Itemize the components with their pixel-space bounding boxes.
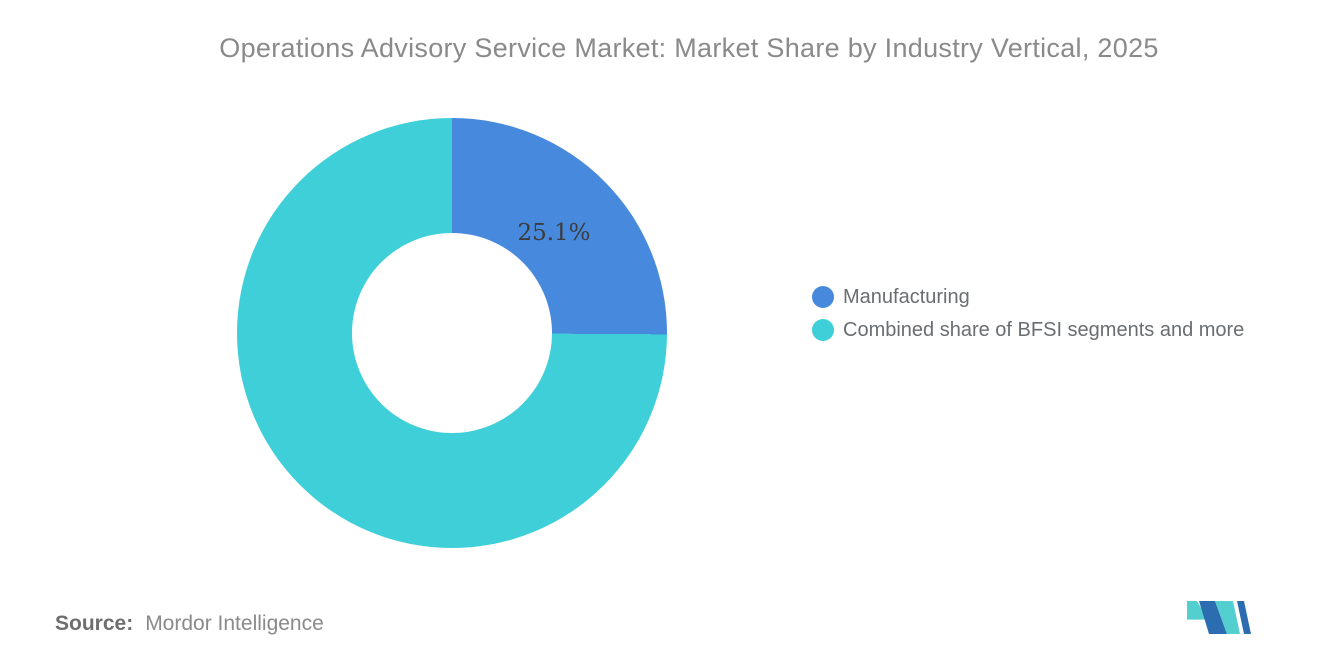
legend-marker-circle: [812, 319, 834, 341]
slice-data-label: 25.1%: [517, 220, 591, 246]
legend-item-label: Combined share of BFSI segments and more: [843, 319, 1245, 341]
logo-shape-blue-main: [1199, 601, 1227, 634]
legend-marker-circle: [812, 286, 834, 308]
source-name: Mordor Intelligence: [145, 612, 324, 635]
source-line: Source: Mordor Intelligence: [55, 612, 324, 636]
donut-hole: [352, 233, 552, 433]
logo-shape-blue-right: [1237, 601, 1251, 634]
chart-legend: Manufacturing Combined share of BFSI seg…: [812, 286, 1244, 341]
mordor-intelligence-logo: [1187, 601, 1251, 634]
legend-item-bfsi-combined[interactable]: Combined share of BFSI segments and more: [812, 319, 1244, 341]
source-prefix: Source:: [55, 612, 134, 635]
legend-item-label: Manufacturing: [843, 286, 970, 308]
logo-shape-teal-right: [1215, 601, 1240, 634]
chart-title: Operations Advisory Service Market: Mark…: [219, 33, 1159, 63]
legend-item-manufacturing[interactable]: Manufacturing: [812, 286, 1244, 308]
logo-shape-teal-left: [1187, 601, 1208, 620]
